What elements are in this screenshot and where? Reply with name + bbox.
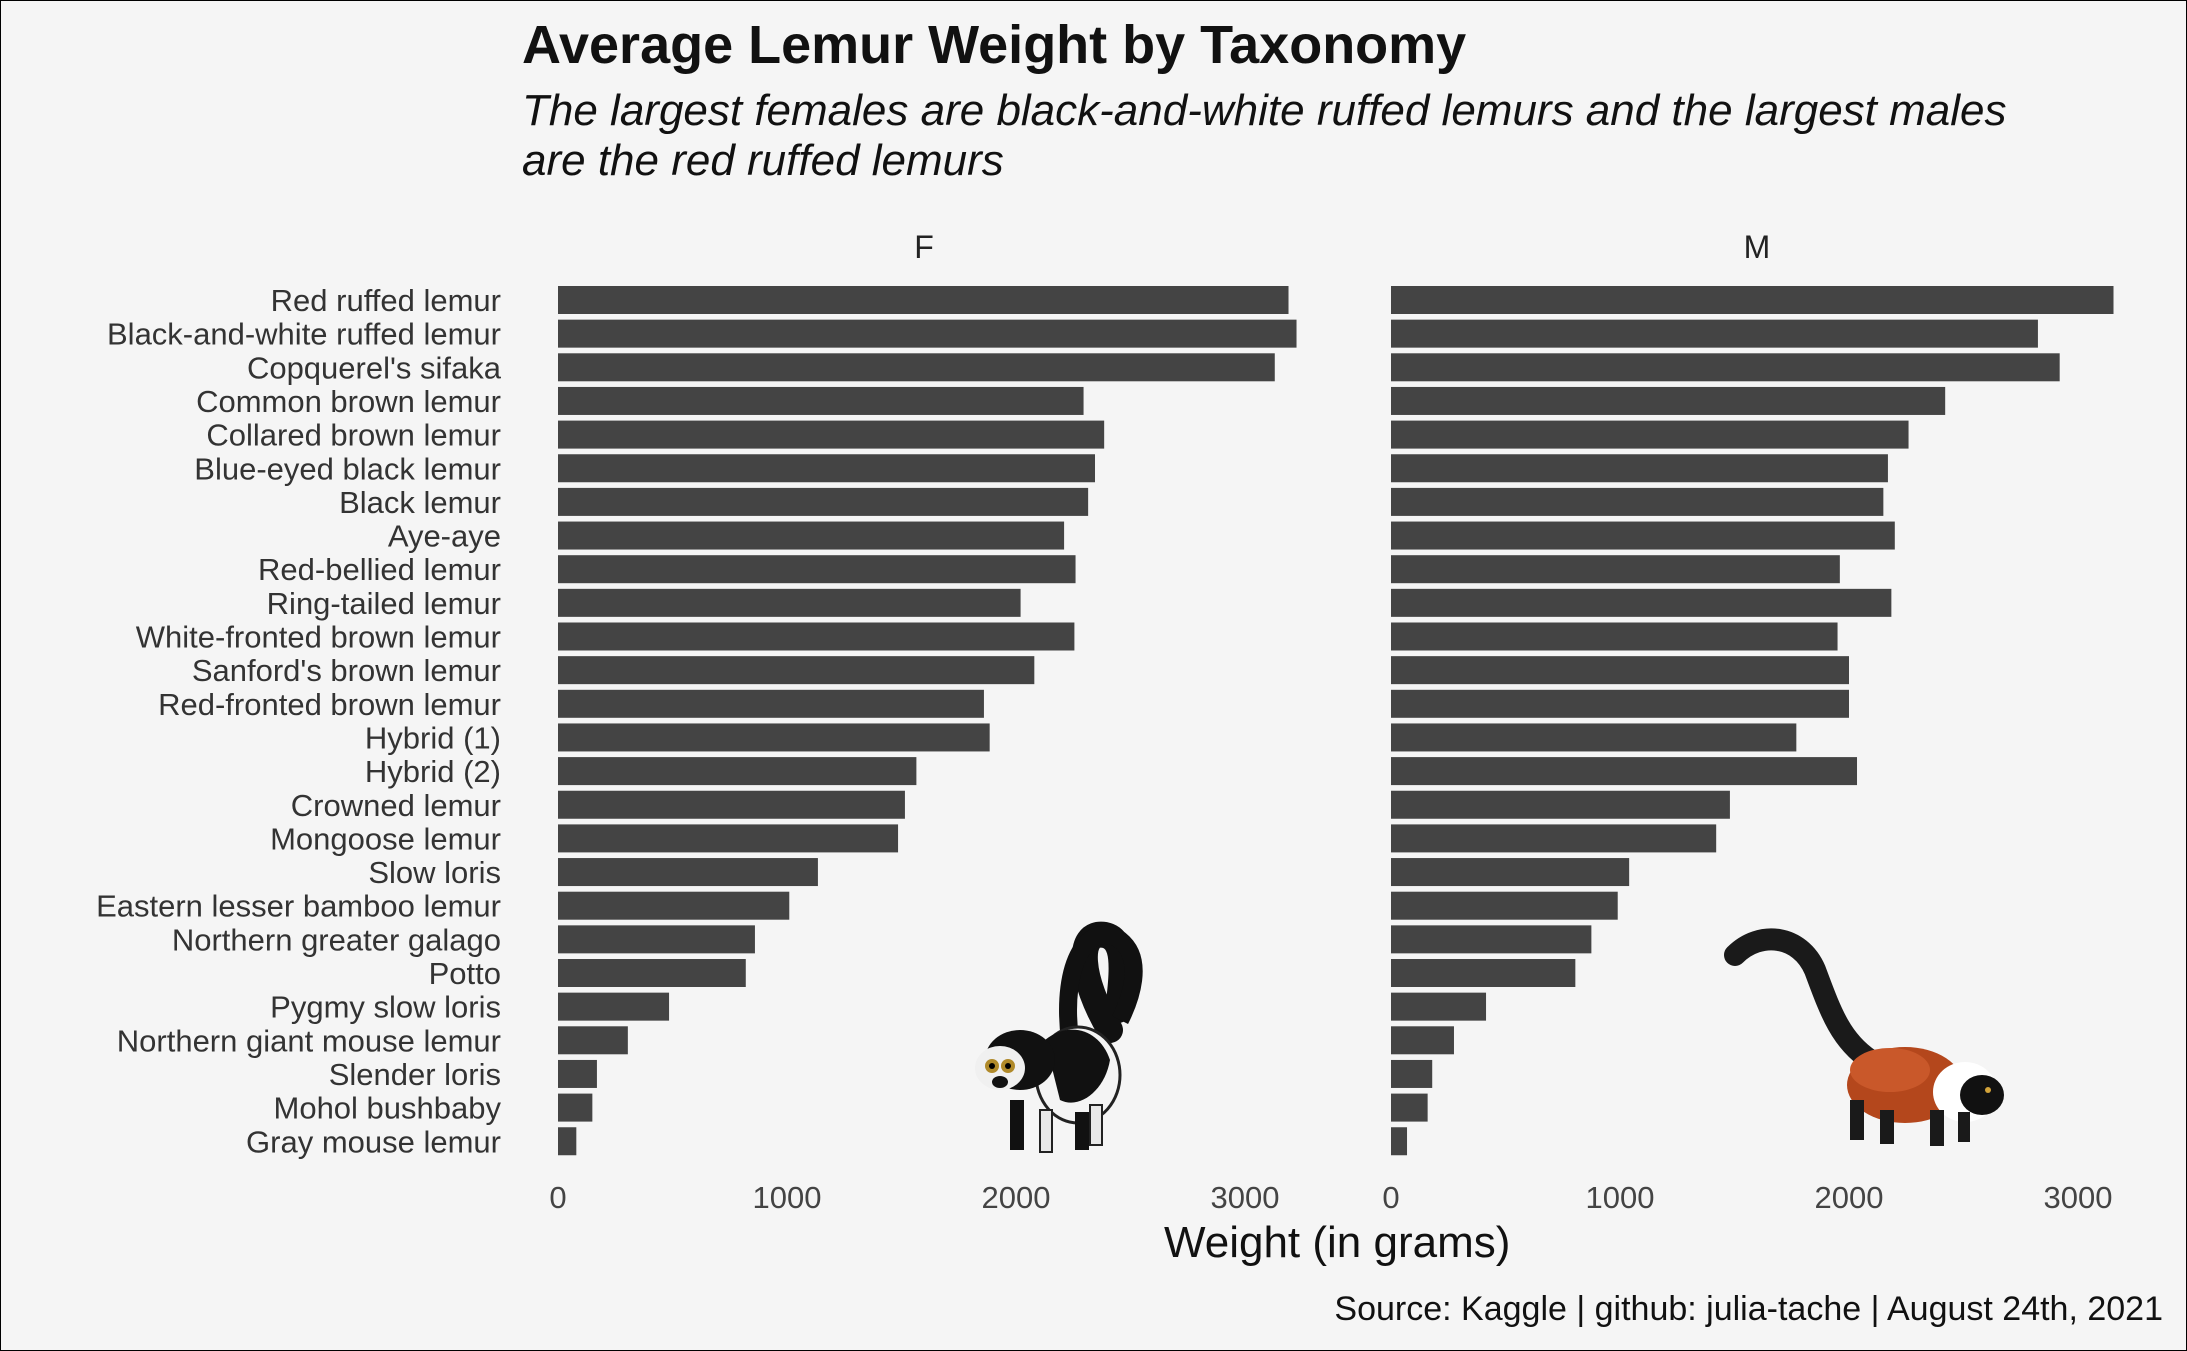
bar-m-25	[1391, 1127, 1408, 1156]
x-axis-label: Weight (in grams)	[1164, 1218, 1511, 1267]
bar-m-12	[1391, 689, 1849, 718]
x-tick-label: 2000	[1815, 1180, 1884, 1215]
bar-m-14	[1391, 757, 1858, 786]
bar-f-25	[558, 1127, 577, 1156]
bar-f-8	[558, 555, 1076, 584]
category-label: Mohol bushbaby	[274, 1091, 502, 1126]
bar-m-0	[1391, 286, 2114, 314]
category-label: Eastern lesser bamboo lemur	[96, 889, 501, 924]
bar-m-16	[1391, 824, 1717, 853]
bar-m-1	[1391, 319, 2038, 348]
bar-f-1	[558, 319, 1297, 348]
chart-subtitle: The largest females are black-and-white …	[522, 86, 2007, 185]
category-label: Collared brown lemur	[206, 418, 501, 453]
category-label: Blue-eyed black lemur	[194, 451, 501, 486]
category-label: Red-fronted brown lemur	[158, 687, 501, 722]
bar-f-19	[558, 925, 755, 954]
bar-f-6	[558, 487, 1089, 516]
bar-m-22	[1391, 1026, 1454, 1055]
bar-m-23	[1391, 1059, 1433, 1088]
category-label: Ring-tailed lemur	[267, 586, 501, 621]
bar-f-0	[558, 286, 1289, 314]
bar-f-22	[558, 1026, 628, 1055]
x-tick-label: 1000	[1586, 1180, 1655, 1215]
category-label: Mongoose lemur	[270, 821, 501, 856]
black-and-white-ruffed-lemur-image	[975, 921, 1143, 1153]
category-label: Northern giant mouse lemur	[117, 1023, 501, 1058]
bar-m-11	[1391, 656, 1849, 685]
bar-f-17	[558, 858, 818, 887]
facet-label-M: M	[1744, 229, 1771, 265]
category-label: Pygmy slow loris	[270, 990, 501, 1025]
chart-title: Average Lemur Weight by Taxonomy	[522, 15, 1467, 75]
category-label: Slow loris	[368, 855, 501, 890]
x-tick-label: 0	[1382, 1180, 1399, 1215]
category-label: Common brown lemur	[196, 384, 501, 419]
bar-f-9	[558, 588, 1021, 617]
category-label: Potto	[429, 956, 501, 991]
x-tick-label: 0	[549, 1180, 566, 1215]
bar-f-2	[558, 353, 1275, 382]
bar-m-9	[1391, 588, 1892, 617]
bar-m-7	[1391, 521, 1895, 550]
category-label: Copquerel's sifaka	[247, 350, 502, 385]
category-label: Black-and-white ruffed lemur	[107, 317, 501, 352]
red-ruffed-lemur-image	[1724, 928, 2004, 1146]
category-label: Red-bellied lemur	[258, 552, 501, 587]
category-label: Slender loris	[329, 1057, 501, 1092]
category-label: Black lemur	[339, 485, 501, 520]
bar-f-14	[558, 757, 917, 786]
bar-f-15	[558, 790, 905, 819]
bar-m-17	[1391, 858, 1630, 887]
bar-f-23	[558, 1059, 597, 1088]
bar-m-3	[1391, 386, 1946, 415]
bar-m-21	[1391, 992, 1487, 1021]
x-tick-label: 3000	[2044, 1180, 2113, 1215]
source-caption: Source: Kaggle | github: julia-tache | A…	[1334, 1290, 2163, 1328]
facet-label-F: F	[914, 229, 934, 265]
bar-m-19	[1391, 925, 1592, 954]
bar-f-10	[558, 622, 1075, 651]
category-label: Crowned lemur	[291, 788, 501, 823]
category-label: Hybrid (1)	[365, 720, 501, 755]
category-label: Gray mouse lemur	[246, 1124, 501, 1159]
bar-f-4	[558, 420, 1105, 449]
bar-m-24	[1391, 1093, 1428, 1122]
bar-m-10	[1391, 622, 1838, 651]
category-label: Northern greater galago	[172, 922, 501, 957]
bars	[558, 286, 2114, 1156]
x-tick-label: 3000	[1211, 1180, 1280, 1215]
bar-f-21	[558, 992, 670, 1021]
bar-f-12	[558, 689, 984, 718]
bar-m-20	[1391, 959, 1576, 987]
bar-f-16	[558, 824, 899, 853]
bar-f-13	[558, 723, 990, 752]
bar-f-5	[558, 454, 1096, 483]
bar-f-20	[558, 959, 746, 987]
bar-f-11	[558, 656, 1035, 685]
bar-f-7	[558, 521, 1065, 550]
bar-f-24	[558, 1093, 593, 1122]
category-label: Aye-aye	[388, 519, 501, 554]
category-label: Red ruffed lemur	[271, 283, 501, 318]
x-tick-label: 2000	[982, 1180, 1051, 1215]
x-tick-label: 1000	[753, 1180, 822, 1215]
bar-m-6	[1391, 487, 1884, 516]
x-axis-ticks: 0 1000 2000 3000 0 1000 2000 3000	[549, 1180, 2112, 1215]
bar-m-4	[1391, 420, 1909, 449]
category-label: Sanford's brown lemur	[192, 653, 501, 688]
bar-m-8	[1391, 555, 1840, 584]
category-label: Hybrid (2)	[365, 754, 501, 789]
bar-m-2	[1391, 353, 2060, 382]
bar-m-18	[1391, 891, 1618, 920]
bar-m-15	[1391, 790, 1730, 819]
category-label: White-fronted brown lemur	[136, 620, 501, 655]
bar-m-13	[1391, 723, 1797, 752]
bar-f-18	[558, 891, 790, 920]
bar-m-5	[1391, 454, 1888, 483]
bar-f-3	[558, 386, 1084, 415]
